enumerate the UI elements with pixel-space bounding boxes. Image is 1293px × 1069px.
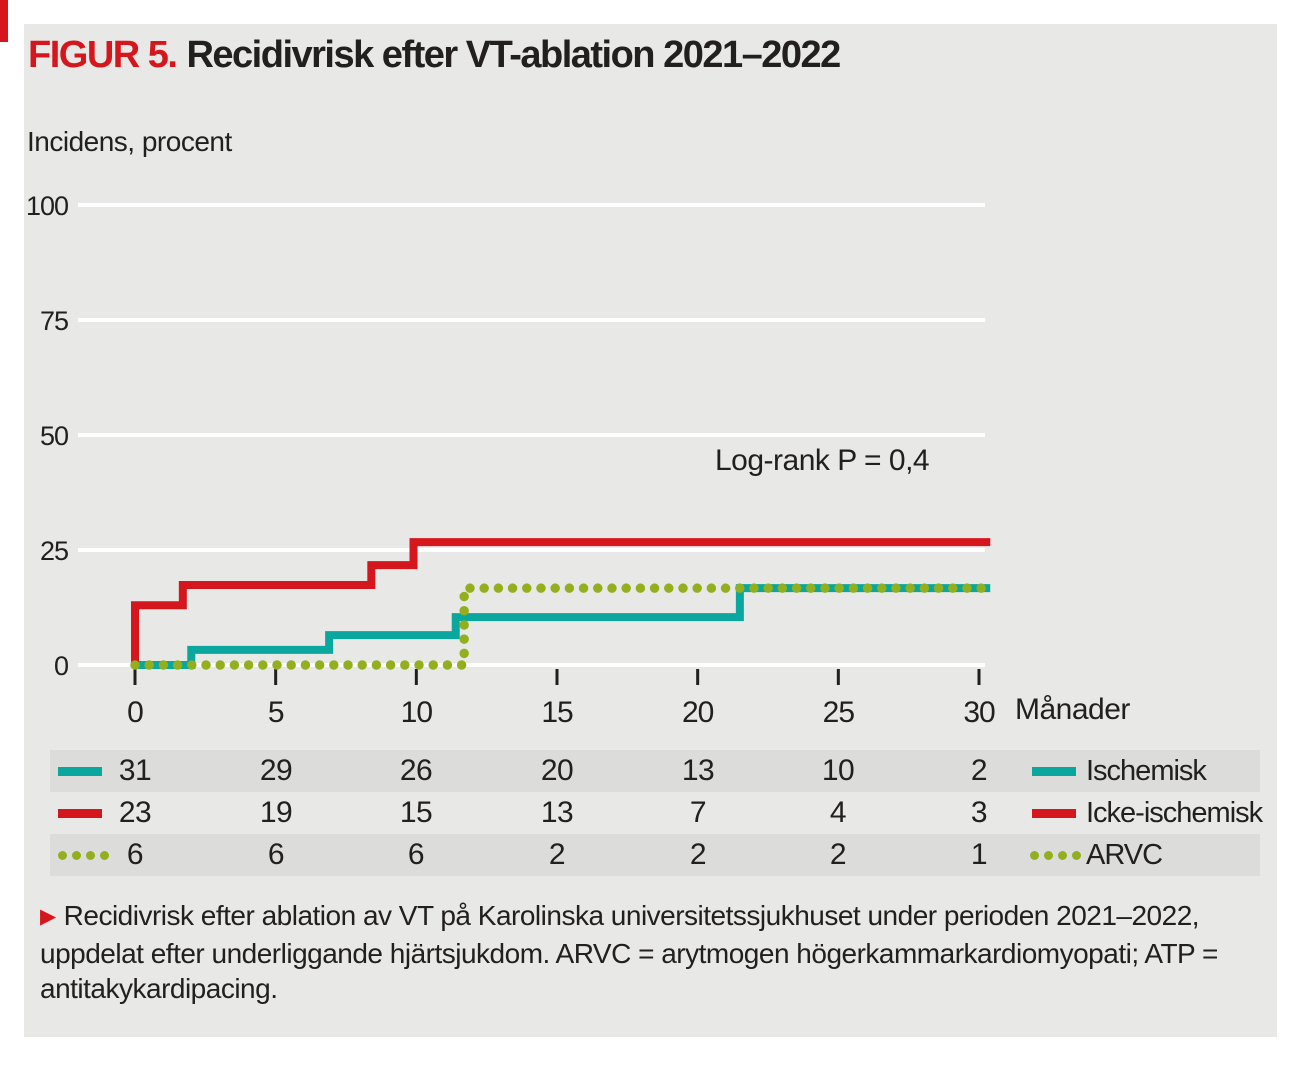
x-axis-title: Månader — [1015, 693, 1130, 726]
y-tick-label-75: 75 — [40, 306, 68, 336]
caption-text: Recidivrisk efter ablation av VT på Karo… — [40, 900, 1218, 1004]
risk-count: 2 — [970, 754, 988, 787]
y-tick-label-50: 50 — [40, 421, 68, 451]
km-curve-plot: 0 25 50 75 100 0 5 10 15 20 25 30 — [26, 191, 996, 729]
dot-icon — [1058, 851, 1067, 860]
x-tick-label-30: 30 — [963, 696, 995, 729]
risk-count: 3 — [970, 796, 988, 829]
legend-label-icke-ischemisk: Icke-ischemisk — [1086, 797, 1263, 829]
risk-count: 29 — [259, 754, 293, 787]
risk-count: 26 — [399, 754, 433, 787]
arvc-legend-swatch — [1030, 851, 1081, 860]
dot-icon — [86, 851, 95, 860]
y-tick-label-0: 0 — [54, 651, 68, 681]
y-axis-title: Incidens, procent — [27, 126, 232, 157]
x-tick-label-20: 20 — [682, 696, 714, 729]
dot-icon — [1072, 851, 1081, 860]
dot-icon — [100, 851, 109, 860]
risk-count: 1 — [970, 838, 988, 871]
risk-count: 6 — [126, 838, 144, 871]
x-tick-label-5: 5 — [268, 696, 284, 729]
series-curve-icke-ischemisk — [131, 538, 991, 665]
y-tick-label-25: 25 — [40, 536, 68, 566]
x-tick-label-10: 10 — [401, 696, 433, 729]
risk-count: 20 — [540, 754, 574, 787]
risk-count: 10 — [821, 754, 855, 787]
risk-table-row-ischemisk: 31 29 26 20 13 10 2 Ischemisk — [50, 750, 1260, 792]
risk-count: 7 — [689, 796, 707, 829]
legend-label-ischemisk: Ischemisk — [1086, 755, 1207, 787]
figure-title-row: FIGUR 5. Recidivrisk efter VT-ablation 20… — [28, 34, 841, 77]
series-curve-ischemisk — [135, 584, 991, 669]
risk-count: 6 — [267, 838, 285, 871]
risk-count: 13 — [540, 796, 574, 829]
risk-count: 2 — [829, 838, 847, 871]
figure-panel: FIGUR 5. Recidivrisk efter VT-ablation 20… — [24, 24, 1277, 1037]
icke-ischemisk-legend-swatch — [1032, 809, 1076, 818]
dot-icon — [1030, 851, 1039, 860]
log-rank-annotation: Log-rank P = 0,4 — [715, 444, 930, 477]
risk-table-row-icke-ischemisk: 23 19 15 13 7 4 3 Icke-ischemisk — [50, 792, 1263, 834]
arvc-dotted-swatch — [58, 851, 109, 860]
risk-count: 15 — [399, 796, 433, 829]
risk-count: 31 — [118, 754, 152, 787]
x-tick-label-0: 0 — [127, 696, 143, 729]
ischemisk-line-swatch — [58, 767, 102, 776]
dot-icon — [72, 851, 81, 860]
dot-icon — [58, 851, 67, 860]
ischemisk-legend-swatch — [1032, 767, 1076, 776]
x-tick-label-25: 25 — [823, 696, 855, 729]
dot-icon — [1044, 851, 1053, 860]
figure-title: Recidivrisk efter VT-ablation 2021–2022 — [186, 34, 841, 76]
icke-ischemisk-line-swatch — [58, 809, 102, 818]
risk-count: 6 — [407, 838, 425, 871]
x-tick-label-15: 15 — [541, 696, 573, 729]
risk-count: 23 — [118, 796, 152, 829]
figure-caption: ▶ Recidivrisk efter ablation av VT på Kar… — [40, 898, 1268, 1006]
risk-count: 4 — [829, 796, 847, 829]
figure-number-label: FIGUR 5. — [28, 34, 178, 76]
risk-table-row-arvc: 6 6 6 2 2 2 1 ARVC — [50, 834, 1260, 876]
risk-count: 19 — [259, 796, 293, 829]
y-tick-label-100: 100 — [26, 191, 68, 221]
risk-count: 2 — [689, 838, 707, 871]
caption-arrow-icon: ▶ — [40, 904, 56, 928]
risk-count: 13 — [681, 754, 715, 787]
corner-accent-bar — [0, 0, 8, 42]
risk-count: 2 — [548, 838, 566, 871]
legend-label-arvc: ARVC — [1086, 839, 1163, 871]
series-curve-arvc — [130, 583, 996, 670]
